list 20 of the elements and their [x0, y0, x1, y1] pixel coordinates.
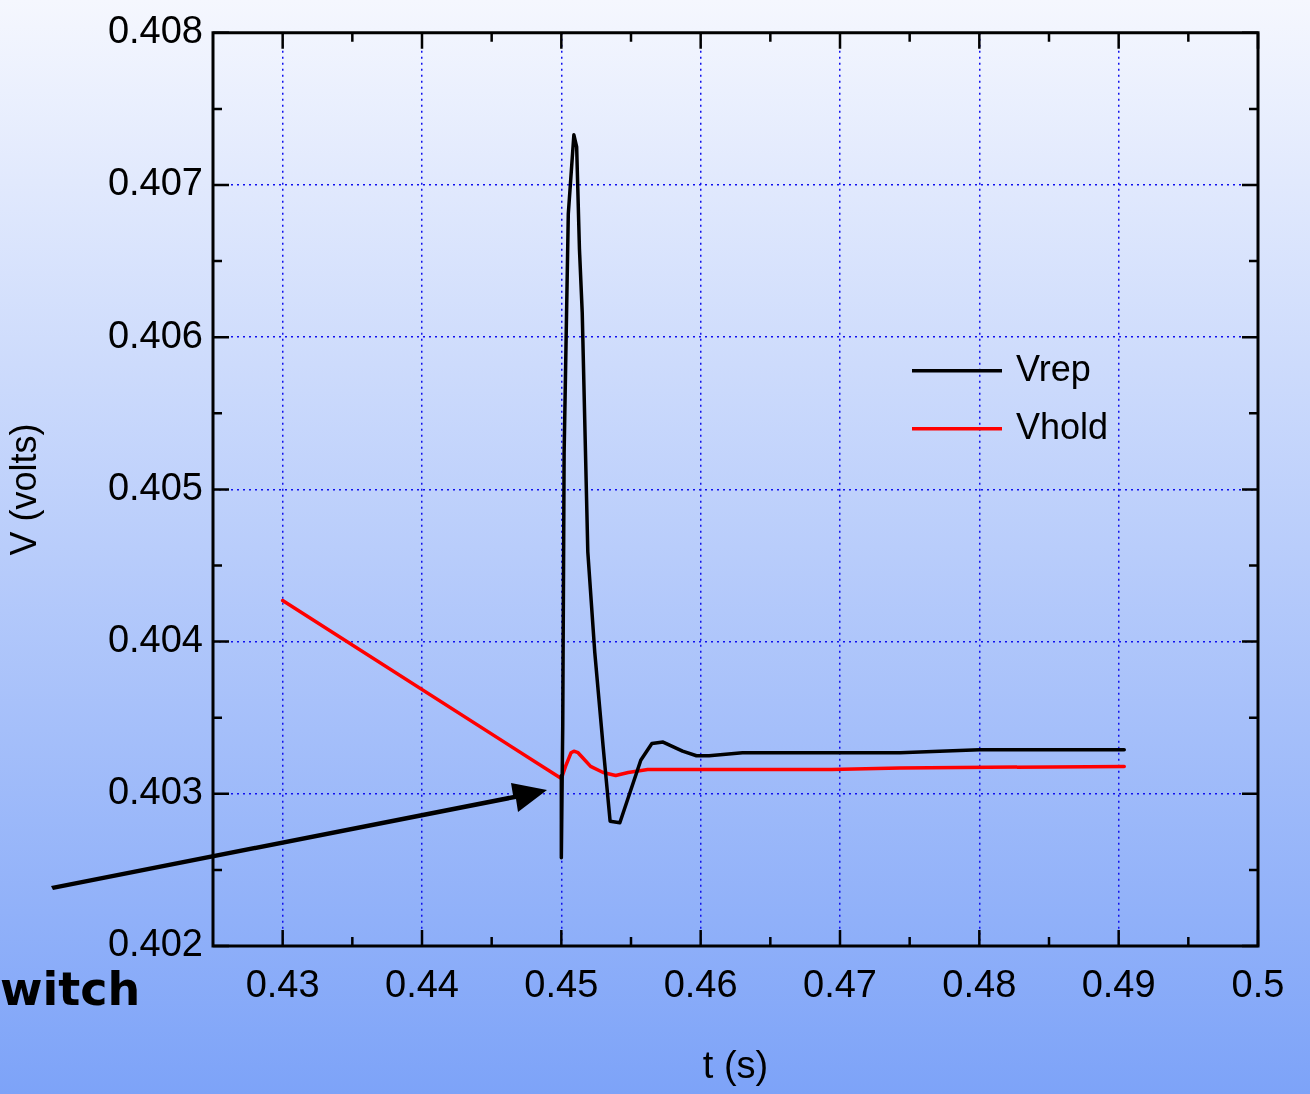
text: witch	[0, 962, 141, 1016]
x-axis-title: t (s)	[702, 1043, 769, 1086]
y-tick-label: 0.408	[107, 9, 203, 52]
x-tick-label: 0.43	[245, 963, 320, 1006]
legend-label: Vhold	[1016, 405, 1109, 447]
y-tick-label: 0.404	[107, 618, 203, 661]
x-tick-label: 0.47	[803, 963, 877, 1006]
x-tick-label: 0.5	[1231, 963, 1285, 1006]
x-tick-label: 0.48	[942, 963, 1017, 1006]
y-tick-label: 0.406	[107, 313, 203, 356]
x-tick-label: 0.44	[385, 963, 459, 1006]
y-tick-label: 0.407	[107, 161, 203, 204]
y-tick-label: 0.403	[107, 770, 203, 813]
y-axis-title: V (volts)	[2, 423, 44, 556]
x-tick-label: 0.45	[524, 963, 599, 1006]
y-tick-label: 0.405	[107, 465, 203, 508]
y-tick-label: 0.402	[107, 922, 203, 965]
x-tick-label: 0.46	[663, 963, 738, 1006]
x-tick-label: 0.49	[1081, 963, 1156, 1006]
legend-label: Vrep	[1016, 347, 1091, 389]
